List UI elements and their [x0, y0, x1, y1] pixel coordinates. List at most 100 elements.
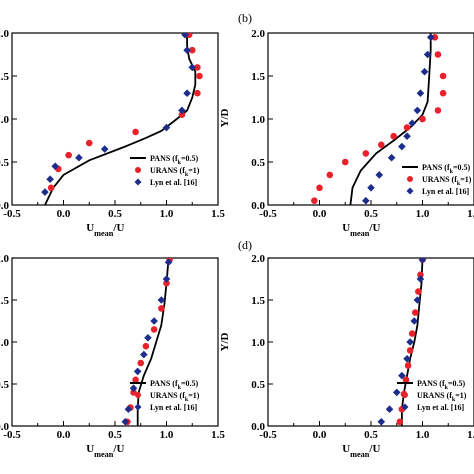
y-tick-label: 2.0: [251, 28, 265, 40]
data-point-lyn: [183, 89, 191, 97]
data-point-urans: [194, 89, 201, 97]
data-point-lyn: [162, 123, 171, 132]
legend-entry: Lyn et al. [16]: [417, 403, 464, 412]
data-point-urans: [85, 139, 93, 147]
data-point-urans: [194, 64, 201, 71]
legend-entry: PANS (fk=0.5): [422, 163, 471, 175]
data-point-lyn: [164, 258, 173, 266]
y-tick-label: 0.5: [251, 379, 265, 391]
data-point-urans: [411, 309, 419, 316]
data-point-lyn: [403, 132, 411, 140]
legend-circle-swatch: [135, 167, 141, 173]
data-point-lyn: [423, 50, 432, 59]
chart-panel-3: -0.50.00.51.01.50.00.51.01.52.0Umean/UPA…: [0, 253, 225, 459]
data-point-urans: [137, 359, 145, 367]
data-point-urans: [178, 111, 186, 118]
data-point-lyn: [398, 371, 406, 380]
x-tick-label: 0.0: [57, 429, 71, 441]
data-point-lyn: [398, 142, 406, 151]
legend-circle-swatch: [135, 392, 141, 398]
y-tick-label: 1.0: [251, 114, 265, 126]
series-line-pans: [136, 258, 170, 426]
legend-diamond-swatch: [401, 403, 409, 411]
data-point-lyn: [41, 188, 49, 196]
legend: PANS (fk=0.5)URANS (fk=1)Lyn et al. [16]: [402, 163, 472, 196]
series-layer: [311, 33, 447, 205]
data-point-urans: [311, 197, 318, 204]
data-point-lyn: [162, 275, 171, 283]
data-point-urans: [415, 288, 422, 295]
data-point-lyn: [133, 367, 142, 376]
legend-entry: URANS (fk=1): [422, 175, 472, 187]
data-point-lyn: [100, 145, 109, 153]
data-point-urans: [431, 34, 439, 41]
data-point-urans: [402, 376, 410, 384]
chart-panel-1: -0.50.00.51.01.50.00.51.01.52.0Umean/UPA…: [0, 28, 225, 238]
data-point-lyn: [406, 338, 414, 346]
data-point-urans: [378, 141, 385, 149]
legend-entry: Lyn et al. [16]: [422, 187, 469, 196]
series-line-pans: [349, 33, 432, 205]
plot-frame: [267, 257, 474, 427]
data-point-lyn: [392, 388, 401, 397]
legend-entry: URANS (fk=1): [150, 391, 200, 403]
data-point-lyn: [75, 153, 83, 162]
y-axis-title: Y/D: [219, 332, 231, 351]
y-tick-label: 2.0: [0, 28, 10, 40]
y-tick-label: 2.0: [0, 253, 10, 265]
x-tick-label: -0.5: [259, 208, 277, 220]
x-tick-label: 0.5: [364, 208, 378, 220]
y-tick-label: 1.5: [0, 295, 10, 307]
x-tick-label: 0.5: [108, 429, 122, 441]
x-tick-label: 0.5: [108, 208, 122, 220]
data-point-lyn: [124, 405, 133, 413]
y-tick-label: 1.0: [0, 114, 10, 126]
x-axis-title: Umean/U: [342, 443, 380, 459]
data-point-lyn: [140, 350, 148, 359]
legend: PANS (fk=0.5)URANS (fk=1)Lyn et al. [16]: [397, 379, 467, 412]
data-point-lyn: [188, 63, 197, 72]
y-tick-label: 2.0: [251, 253, 265, 265]
data-point-urans: [65, 151, 72, 159]
data-point-urans: [390, 132, 397, 140]
data-point-lyn: [144, 334, 152, 342]
legend-entry: Lyn et al. [16]: [150, 403, 197, 412]
legend: PANS (fk=0.5)URANS (fk=1)Lyn et al. [16]: [130, 379, 200, 412]
x-tick-label: -0.5: [3, 429, 21, 441]
legend-entry: Lyn et al. [16]: [150, 178, 197, 187]
data-point-urans: [408, 330, 416, 337]
data-point-lyn: [377, 418, 386, 426]
data-point-lyn: [178, 106, 186, 115]
data-point-lyn: [129, 384, 138, 392]
data-point-lyn: [403, 355, 411, 363]
legend-entry: URANS (fk=1): [417, 391, 467, 403]
data-point-lyn: [416, 89, 425, 97]
series-layer: [41, 33, 203, 205]
data-point-urans: [142, 342, 150, 350]
data-point-lyn: [410, 317, 419, 325]
series-line-pans: [44, 33, 197, 205]
data-point-lyn: [387, 153, 396, 162]
data-point-urans: [419, 115, 426, 123]
y-tick-label: 0.0: [251, 200, 265, 212]
x-tick-label: -0.5: [259, 429, 277, 441]
data-point-urans: [316, 184, 323, 192]
x-tick-label: 1.0: [416, 429, 430, 441]
panel-label: (b): [238, 11, 252, 25]
x-axis-title: Umean/U: [342, 222, 380, 238]
data-point-lyn: [385, 405, 394, 413]
data-point-lyn: [426, 33, 435, 42]
x-tick-label: 1.0: [416, 208, 430, 220]
legend: PANS (fk=0.5)URANS (fk=1)Lyn et al. [16]: [130, 154, 200, 187]
data-point-lyn: [150, 317, 158, 325]
data-point-urans: [434, 107, 442, 114]
legend-diamond-swatch: [134, 178, 142, 186]
data-point-urans: [150, 326, 158, 333]
x-tick-label: 1.5: [211, 208, 225, 220]
data-point-urans: [158, 305, 165, 312]
data-point-urans: [396, 418, 404, 426]
x-axis-title: Umean/U: [86, 222, 124, 238]
x-tick-label: 1.5: [467, 429, 474, 441]
legend-circle-swatch: [407, 176, 413, 182]
